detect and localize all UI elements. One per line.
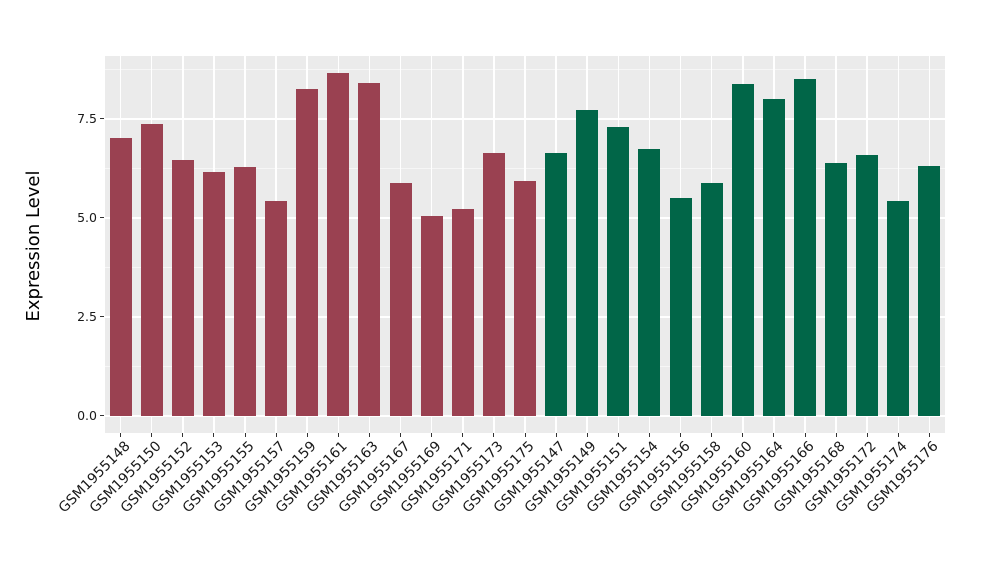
bar — [389, 182, 412, 416]
bar — [234, 167, 256, 416]
x-tick-mark — [120, 433, 122, 437]
bar — [327, 72, 350, 416]
bar — [576, 110, 599, 416]
bar — [887, 200, 910, 416]
y-axis-title: Expression Level — [23, 170, 44, 322]
x-tick-mark — [866, 433, 868, 437]
x-tick-mark — [524, 433, 526, 437]
bar — [638, 149, 661, 416]
x-tick-mark — [431, 433, 433, 437]
x-tick-mark — [773, 433, 775, 437]
x-tick-mark — [680, 433, 682, 437]
y-tick-label: 7.5 — [77, 110, 97, 126]
x-tick-mark — [804, 433, 806, 437]
x-tick-mark — [337, 433, 339, 437]
gridline-minor — [105, 167, 945, 169]
y-tick-label: 0.0 — [77, 407, 97, 423]
gridline-major — [105, 118, 945, 120]
bar — [545, 152, 568, 416]
y-tick-mark — [100, 217, 104, 219]
bar — [856, 154, 879, 416]
bar — [825, 162, 848, 416]
gridline-minor — [105, 68, 945, 70]
bar — [794, 79, 816, 416]
y-tick-mark — [100, 316, 104, 318]
x-tick-mark — [897, 433, 899, 437]
y-tick-mark — [100, 415, 104, 417]
bar — [420, 216, 443, 416]
x-tick-mark — [493, 433, 495, 437]
x-tick-mark — [835, 433, 837, 437]
x-tick-mark — [275, 433, 277, 437]
x-tick-mark — [213, 433, 215, 437]
x-tick-mark — [244, 433, 246, 437]
bar — [918, 166, 941, 416]
bar — [731, 84, 754, 416]
x-tick-mark — [928, 433, 930, 437]
x-tick-mark — [711, 433, 713, 437]
plot-panel — [105, 56, 945, 433]
x-tick-mark — [586, 433, 588, 437]
bar — [265, 200, 288, 416]
x-tick-mark — [462, 433, 464, 437]
bar — [202, 172, 225, 416]
bar — [358, 82, 381, 416]
gridline-major — [105, 415, 945, 417]
x-tick-mark — [648, 433, 650, 437]
x-tick-mark — [306, 433, 308, 437]
x-tick-mark — [617, 433, 619, 437]
x-tick-mark — [400, 433, 402, 437]
x-tick-mark — [742, 433, 744, 437]
y-tick-label: 5.0 — [77, 209, 97, 225]
bar — [482, 152, 505, 416]
x-tick-mark — [182, 433, 184, 437]
y-tick-mark — [100, 118, 104, 120]
bar — [451, 208, 474, 416]
bar — [109, 137, 132, 416]
x-tick-mark — [555, 433, 557, 437]
bar — [140, 123, 163, 416]
bar — [171, 160, 194, 416]
bar — [296, 88, 319, 416]
bar — [700, 182, 723, 416]
x-tick-mark — [368, 433, 370, 437]
x-tick-mark — [151, 433, 153, 437]
bar — [514, 180, 536, 416]
bar — [669, 198, 692, 416]
bar — [607, 127, 630, 416]
y-tick-label: 2.5 — [77, 308, 97, 324]
bar — [762, 99, 785, 416]
